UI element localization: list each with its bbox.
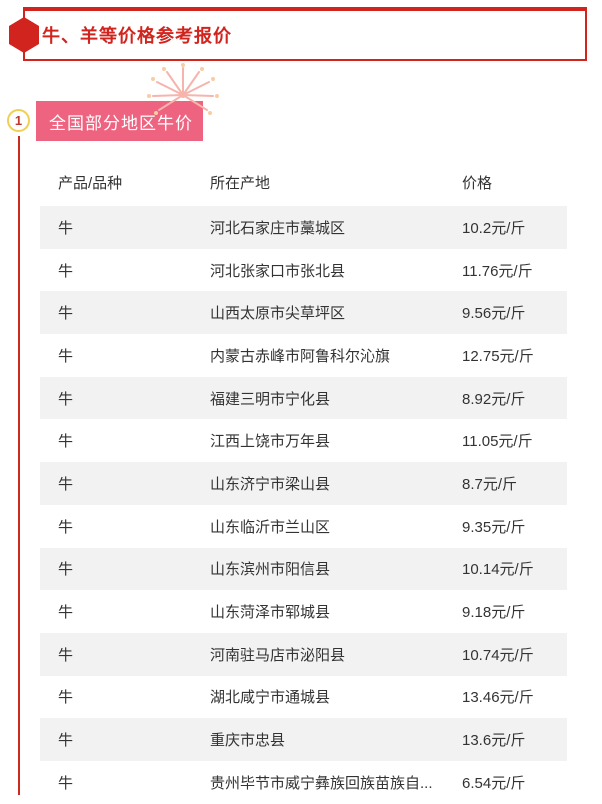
cell-origin: 山西太原市尖草坪区 bbox=[210, 305, 346, 323]
cell-price: 9.35元/斤 bbox=[462, 518, 526, 536]
cell-price: 8.92元/斤 bbox=[462, 390, 526, 408]
cell-price: 8.7元/斤 bbox=[462, 475, 518, 493]
table-row: 牛 山东菏泽市郓城县 9.18元/斤 bbox=[40, 590, 567, 633]
cell-price: 10.14元/斤 bbox=[462, 561, 534, 579]
cell-price: 10.2元/斤 bbox=[462, 219, 526, 237]
cell-origin: 福建三明市宁化县 bbox=[210, 390, 331, 408]
cell-origin: 贵州毕节市威宁彝族回族苗族自... bbox=[210, 774, 433, 792]
cell-product: 牛 bbox=[58, 475, 74, 493]
cell-product: 牛 bbox=[58, 774, 74, 792]
table-row: 牛 内蒙古赤峰市阿鲁科尔沁旗 12.75元/斤 bbox=[40, 334, 567, 377]
section-number-badge: 1 bbox=[7, 109, 30, 132]
table-row: 牛 河北石家庄市藁城区 10.2元/斤 bbox=[40, 206, 567, 249]
table-row: 牛 河南驻马店市泌阳县 10.74元/斤 bbox=[40, 632, 567, 676]
cell-origin: 内蒙古赤峰市阿鲁科尔沁旗 bbox=[210, 347, 391, 365]
table-row: 牛 贵州毕节市威宁彝族回族苗族自... 6.54元/斤 bbox=[40, 761, 567, 804]
table-row: 牛 重庆市忠县 13.6元/斤 bbox=[40, 718, 567, 761]
cell-price: 13.6元/斤 bbox=[462, 732, 526, 750]
cell-price: 11.05元/斤 bbox=[462, 433, 533, 451]
cell-price: 6.54元/斤 bbox=[462, 774, 526, 792]
cell-product: 牛 bbox=[58, 347, 74, 365]
cell-price: 9.18元/斤 bbox=[462, 604, 526, 622]
cell-price: 13.46元/斤 bbox=[462, 689, 534, 707]
column-header-price: 价格 bbox=[462, 174, 493, 192]
cell-price: 11.76元/斤 bbox=[462, 262, 533, 280]
cell-origin: 重庆市忠县 bbox=[210, 732, 286, 750]
cell-price: 12.75元/斤 bbox=[462, 347, 534, 365]
cell-product: 牛 bbox=[58, 390, 74, 408]
timeline-line bbox=[18, 136, 20, 795]
cell-product: 牛 bbox=[58, 262, 74, 280]
table-row: 牛 山东临沂市兰山区 9.35元/斤 bbox=[40, 505, 567, 548]
hexagon-icon bbox=[9, 17, 39, 53]
cell-origin: 河北张家口市张北县 bbox=[210, 262, 346, 280]
table-row: 牛 山东济宁市梁山县 8.7元/斤 bbox=[40, 462, 567, 505]
cell-product: 牛 bbox=[58, 219, 74, 237]
price-table-section: 产品/品种 所在产地 价格 牛河北石家庄市藁城区 10.2元/斤牛河北张家口市张北… bbox=[40, 158, 567, 804]
cell-product: 牛 bbox=[58, 518, 74, 536]
column-header-origin: 所在产地 bbox=[210, 174, 271, 192]
cell-origin: 山东滨州市阳信县 bbox=[210, 561, 331, 579]
cell-product: 牛 bbox=[58, 305, 74, 323]
cell-product: 牛 bbox=[58, 689, 74, 707]
cell-product: 牛 bbox=[58, 604, 74, 622]
section-title-badge: 全国部分地区牛价 bbox=[36, 101, 203, 141]
cell-product: 牛 bbox=[58, 561, 74, 579]
cell-price: 9.56元/斤 bbox=[462, 305, 526, 323]
cell-origin: 山东济宁市梁山县 bbox=[210, 475, 331, 493]
cell-origin: 山东菏泽市郓城县 bbox=[210, 604, 331, 622]
cell-origin: 江西上饶市万年县 bbox=[210, 433, 331, 451]
price-table: 产品/品种 所在产地 价格 牛河北石家庄市藁城区 10.2元/斤牛河北张家口市张北… bbox=[40, 158, 567, 804]
cell-origin: 河北石家庄市藁城区 bbox=[210, 219, 346, 237]
table-row: 牛 山东滨州市阳信县 10.14元/斤 bbox=[40, 547, 567, 591]
report-header: 牛、羊等价格参考报价 bbox=[9, 7, 587, 61]
table-row: 牛 福建三明市宁化县 8.92元/斤 bbox=[40, 376, 567, 420]
table-row: 牛 河北张家口市张北县 11.76元/斤 bbox=[40, 249, 567, 292]
cell-origin: 山东临沂市兰山区 bbox=[210, 518, 331, 536]
table-header-row: 产品/品种 所在产地 价格 bbox=[40, 158, 567, 206]
table-row: 牛 江西上饶市万年县 11.05元/斤 bbox=[40, 419, 567, 462]
cell-product: 牛 bbox=[58, 646, 74, 664]
price-table-body: 牛河北石家庄市藁城区 10.2元/斤牛河北张家口市张北县 11.76元/斤牛山西太原… bbox=[40, 206, 567, 804]
cell-origin: 湖北咸宁市通城县 bbox=[210, 689, 331, 707]
page-title: 牛、羊等价格参考报价 bbox=[42, 26, 232, 46]
column-header-product: 产品/品种 bbox=[58, 174, 123, 192]
table-row: 牛 湖北咸宁市通城县 13.46元/斤 bbox=[40, 676, 567, 719]
cell-price: 10.74元/斤 bbox=[462, 646, 534, 664]
cell-product: 牛 bbox=[58, 433, 74, 451]
cell-origin: 河南驻马店市泌阳县 bbox=[210, 646, 346, 664]
table-row: 牛 山西太原市尖草坪区 9.56元/斤 bbox=[40, 291, 567, 335]
cell-product: 牛 bbox=[58, 732, 74, 750]
